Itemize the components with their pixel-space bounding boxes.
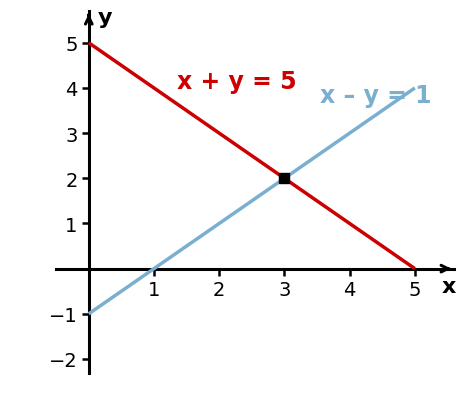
Text: y: y xyxy=(98,8,112,28)
Text: x + y = 5: x + y = 5 xyxy=(177,70,296,94)
Text: x – y = 1: x – y = 1 xyxy=(320,83,432,107)
Text: x: x xyxy=(441,276,456,296)
